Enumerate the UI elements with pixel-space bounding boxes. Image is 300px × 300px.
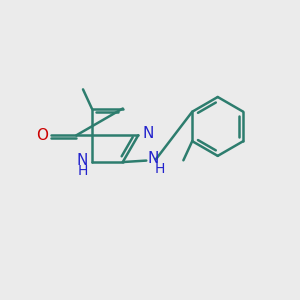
Text: H: H (78, 164, 88, 178)
Text: N: N (148, 151, 159, 166)
Text: O: O (36, 128, 48, 143)
Text: N: N (77, 153, 88, 168)
Text: N: N (142, 126, 154, 141)
Text: H: H (154, 162, 165, 176)
